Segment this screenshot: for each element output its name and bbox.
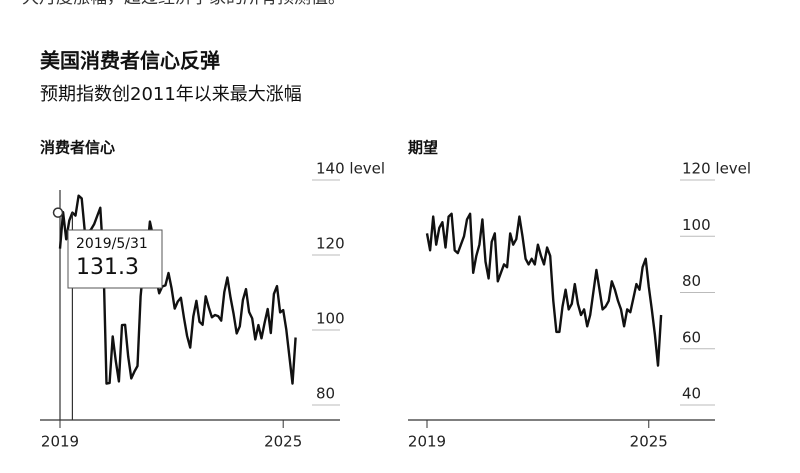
line-series bbox=[425, 212, 663, 367]
y-tick-label: 120 bbox=[316, 235, 345, 253]
subtitle: 预期指数创2011年以来最大涨幅 bbox=[40, 84, 302, 105]
tooltip-value: 131.3 bbox=[76, 255, 139, 280]
x-tick-label: 2019 bbox=[408, 433, 446, 451]
tooltip-marker bbox=[52, 207, 64, 218]
title: 美国消费者信心反弹 bbox=[40, 49, 220, 73]
y-tick-label: 100 bbox=[316, 310, 345, 328]
x-tick-label: 2019 bbox=[41, 433, 79, 451]
x-tick-label: 2025 bbox=[630, 433, 668, 451]
y-tick-label: 80 bbox=[682, 272, 701, 290]
tooltip-date: 2019/5/31 bbox=[76, 236, 148, 252]
tooltip-box bbox=[67, 229, 163, 289]
y-tick-label: 140 level bbox=[316, 160, 385, 178]
x-tick-label: 2025 bbox=[264, 433, 302, 451]
chart-title: 消费者信心 bbox=[40, 139, 115, 157]
y-tick-label: 60 bbox=[682, 328, 701, 346]
line-series bbox=[58, 194, 297, 385]
y-tick-label: 40 bbox=[682, 385, 701, 403]
y-tick-label: 80 bbox=[316, 385, 335, 403]
chart-title: 期望 bbox=[408, 139, 438, 157]
lead-text: 大月度涨幅，超过经济学家的所有预测值。 bbox=[22, 0, 345, 8]
y-tick-label: 100 bbox=[682, 216, 711, 234]
y-tick-label: 120 level bbox=[682, 160, 751, 178]
